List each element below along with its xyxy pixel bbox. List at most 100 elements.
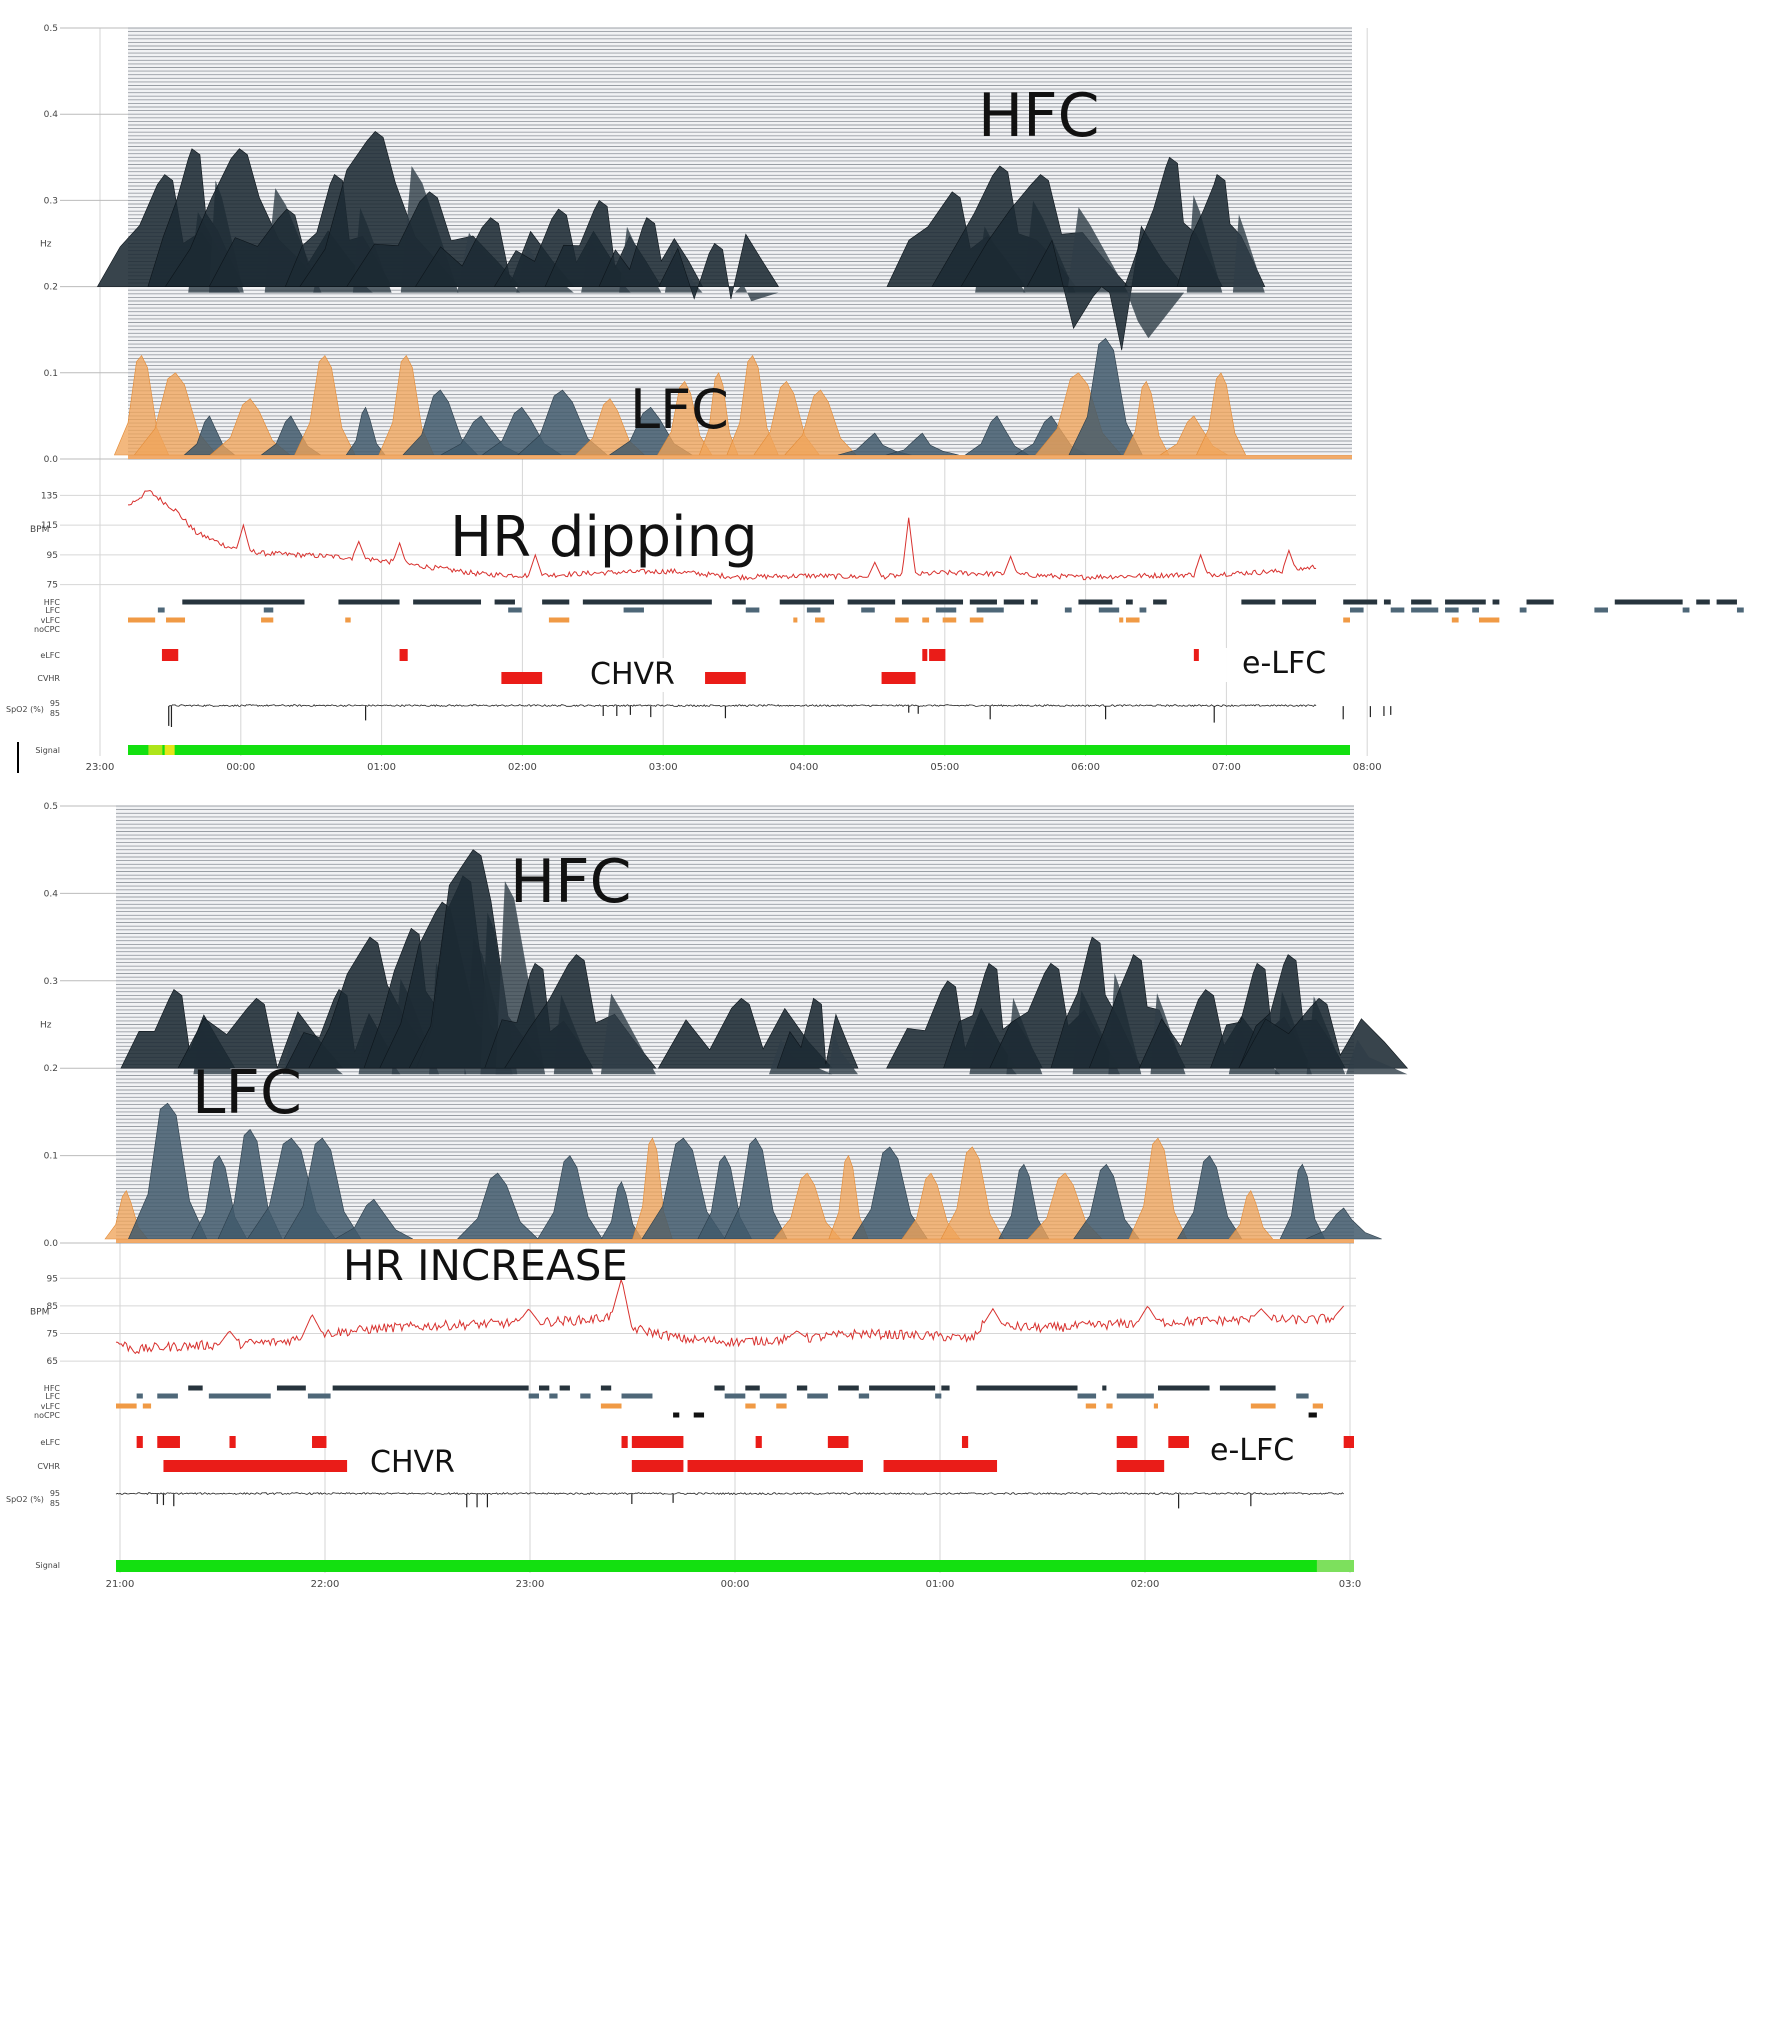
state-segment-hfc — [869, 1385, 936, 1391]
panel-top: 0.50.40.30.20.10.0Hz1351159575BPMHFCLFCv… — [6, 24, 1744, 773]
spo2-tick-label: 85 — [50, 1499, 60, 1508]
state-row-label: noCPC — [34, 625, 60, 634]
state-segment-lfc — [759, 1393, 787, 1399]
time-tick-label: 01:00 — [926, 1579, 955, 1590]
state-segment-hfc — [1343, 599, 1378, 605]
elfc-segment — [1168, 1436, 1189, 1448]
lfc-peak — [1228, 1189, 1274, 1240]
time-axis: 23:00 00:00 01:00 02:00 03:00 04:00 05:00 06:00… — [17, 742, 1382, 773]
time-tick-label: 04:00 — [790, 762, 819, 773]
state-segment-hfc — [1153, 599, 1167, 605]
state-segment-vlfc — [942, 617, 957, 623]
hz-tick-label: 0.5 — [44, 24, 58, 34]
spo2-trace — [168, 704, 1317, 708]
state-segment-hfc — [732, 599, 746, 605]
time-tick-label: 08:00 — [1353, 762, 1382, 773]
hz-tick-label: 0.2 — [44, 283, 58, 293]
state-segment-vlfc — [745, 1403, 756, 1409]
state-segment-hfc — [941, 1385, 950, 1391]
state-segment-lfc — [157, 1393, 178, 1399]
cvhr-row-label: CVHR — [37, 674, 60, 683]
bpm-axis-label: BPM — [30, 1308, 49, 1318]
time-tick-label: 07:00 — [1212, 762, 1241, 773]
event-rows: eLFC CVHR CHVR e-LFC — [37, 646, 1344, 692]
signal-quality-segment — [148, 745, 163, 755]
state-segment-hfc — [847, 599, 896, 605]
hz-tick-label: 0.1 — [44, 369, 58, 379]
bpm-tick-label: 75 — [47, 581, 58, 591]
cvhr-segment — [705, 672, 746, 684]
spo2-axis-label: SpO2 (%) — [6, 1495, 44, 1504]
state-segment-vlfc — [1125, 617, 1140, 623]
hr-panel: 135 115 95 75 BPM — [30, 489, 1356, 591]
cvhr-segment — [631, 1460, 684, 1472]
state-segment-lfc — [580, 1393, 591, 1399]
cvhr-row-label: CVHR — [37, 1462, 60, 1471]
state-segment-vlfc — [776, 1403, 787, 1409]
state-segment-vlfc — [1478, 617, 1500, 623]
elfc-segment — [229, 1436, 236, 1448]
cvhr-segment — [163, 1460, 348, 1472]
state-row-label: LFC — [45, 606, 60, 615]
hfc-peak — [658, 233, 780, 300]
time-tick-label: 05:00 — [930, 762, 959, 773]
hr-annotation: HR INCREASE — [343, 1241, 628, 1290]
signal-quality-segment — [164, 745, 175, 755]
time-tick-label: 21:00 — [106, 1579, 135, 1590]
hz-tick-label: 0.0 — [44, 1239, 59, 1249]
state-segment-vlfc — [345, 617, 351, 623]
hz-tick-label: 0.4 — [44, 110, 59, 120]
state-segment-lfc — [806, 607, 821, 613]
state-segment-nocpc — [673, 1412, 680, 1418]
chvr-annotation: CHVR — [370, 1445, 455, 1480]
time-tick-label: 23:00 — [516, 1579, 545, 1590]
state-segment-hfc — [1492, 599, 1500, 605]
bpm-tick-label: 65 — [47, 1357, 58, 1367]
bpm-axis-label: BPM — [30, 525, 49, 535]
elfc-row-label: eLFC — [40, 651, 60, 660]
bpm-tick-label: 85 — [47, 1302, 58, 1312]
state-segment-vlfc — [116, 1403, 137, 1409]
state-segment-lfc — [745, 607, 760, 613]
event-rows: eLFC CVHR CHVR e-LFC — [37, 1433, 1354, 1482]
state-segment-hfc — [1030, 599, 1038, 605]
lfc-peak — [333, 1198, 414, 1240]
state-segment-hfc — [1003, 599, 1025, 605]
chvr-annotation-box — [576, 658, 696, 692]
time-tick-label: 02:00 — [1131, 1579, 1160, 1590]
state-segment-vlfc — [128, 617, 156, 623]
hz-tick-label: 0.1 — [44, 1152, 58, 1162]
state-segment-hfc — [542, 599, 570, 605]
state-segment-hfc — [559, 1385, 570, 1391]
state-segment-lfc — [976, 607, 1004, 613]
state-segment-vlfc — [142, 1403, 152, 1409]
state-segment-hfc — [413, 599, 482, 605]
state-segment-vlfc — [922, 617, 930, 623]
spo2-tick-label: 95 — [50, 699, 60, 708]
state-segment-lfc — [1390, 607, 1405, 613]
state-segment-hfc — [976, 1385, 1078, 1391]
state-segment-hfc — [838, 1385, 859, 1391]
state-segment-lfc — [1350, 607, 1364, 613]
hr-trace — [115, 1278, 1345, 1355]
hz-tick-label: 0.0 — [44, 455, 59, 465]
state-segment-lfc — [263, 607, 274, 613]
spectrogram: 0.5 0.4 0.3 0.2 0.1 0.0 Hz — [40, 24, 1352, 465]
state-segment-hfc — [969, 599, 997, 605]
elfc-segment — [1193, 649, 1199, 661]
state-segment-vlfc — [1153, 1403, 1158, 1409]
state-segment-lfc — [807, 1393, 828, 1399]
elfc-annotation: e-LFC — [1242, 646, 1326, 681]
hfc-peak-ridge — [1232, 214, 1265, 293]
state-segment-lfc — [208, 1393, 271, 1399]
state-segment-lfc — [307, 1393, 331, 1399]
lfc-annotation: LFC — [192, 1058, 302, 1128]
elfc-row-label: eLFC — [40, 1438, 60, 1447]
state-segment-hfc — [1614, 599, 1683, 605]
signal-bar — [128, 745, 1350, 755]
hz-tick-label: 0.4 — [44, 889, 59, 899]
hz-tick-label: 0.5 — [44, 802, 58, 812]
state-segment-vlfc — [261, 617, 274, 623]
